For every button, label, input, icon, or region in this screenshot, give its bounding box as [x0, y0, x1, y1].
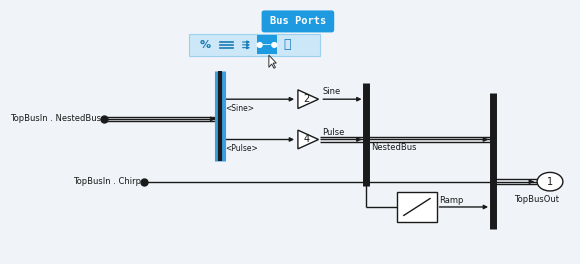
FancyBboxPatch shape	[257, 35, 277, 54]
Polygon shape	[298, 90, 318, 109]
Polygon shape	[298, 130, 318, 149]
Text: NestedBus: NestedBus	[371, 143, 416, 152]
Text: ●―●: ●―●	[256, 40, 278, 49]
Text: Pulse: Pulse	[322, 128, 345, 137]
Text: 4: 4	[303, 134, 309, 144]
FancyBboxPatch shape	[189, 34, 320, 56]
Ellipse shape	[537, 172, 563, 191]
Text: %: %	[200, 40, 211, 50]
Text: <Sine>: <Sine>	[225, 104, 254, 113]
Text: <Pulse>: <Pulse>	[225, 144, 258, 153]
Text: TopBusIn . NestedBus: TopBusIn . NestedBus	[10, 114, 101, 123]
Text: 2: 2	[303, 94, 310, 104]
Text: TopBusIn . Chirp: TopBusIn . Chirp	[74, 177, 142, 186]
Polygon shape	[269, 55, 276, 68]
FancyBboxPatch shape	[262, 11, 334, 32]
Text: Bus Ports: Bus Ports	[270, 16, 326, 26]
Text: 1: 1	[547, 177, 553, 187]
Text: Ramp: Ramp	[440, 196, 464, 205]
Bar	[397, 192, 437, 222]
Text: ⫦: ⫦	[284, 38, 291, 51]
Text: Sine: Sine	[322, 87, 340, 96]
Text: TopBusOut: TopBusOut	[514, 195, 559, 204]
